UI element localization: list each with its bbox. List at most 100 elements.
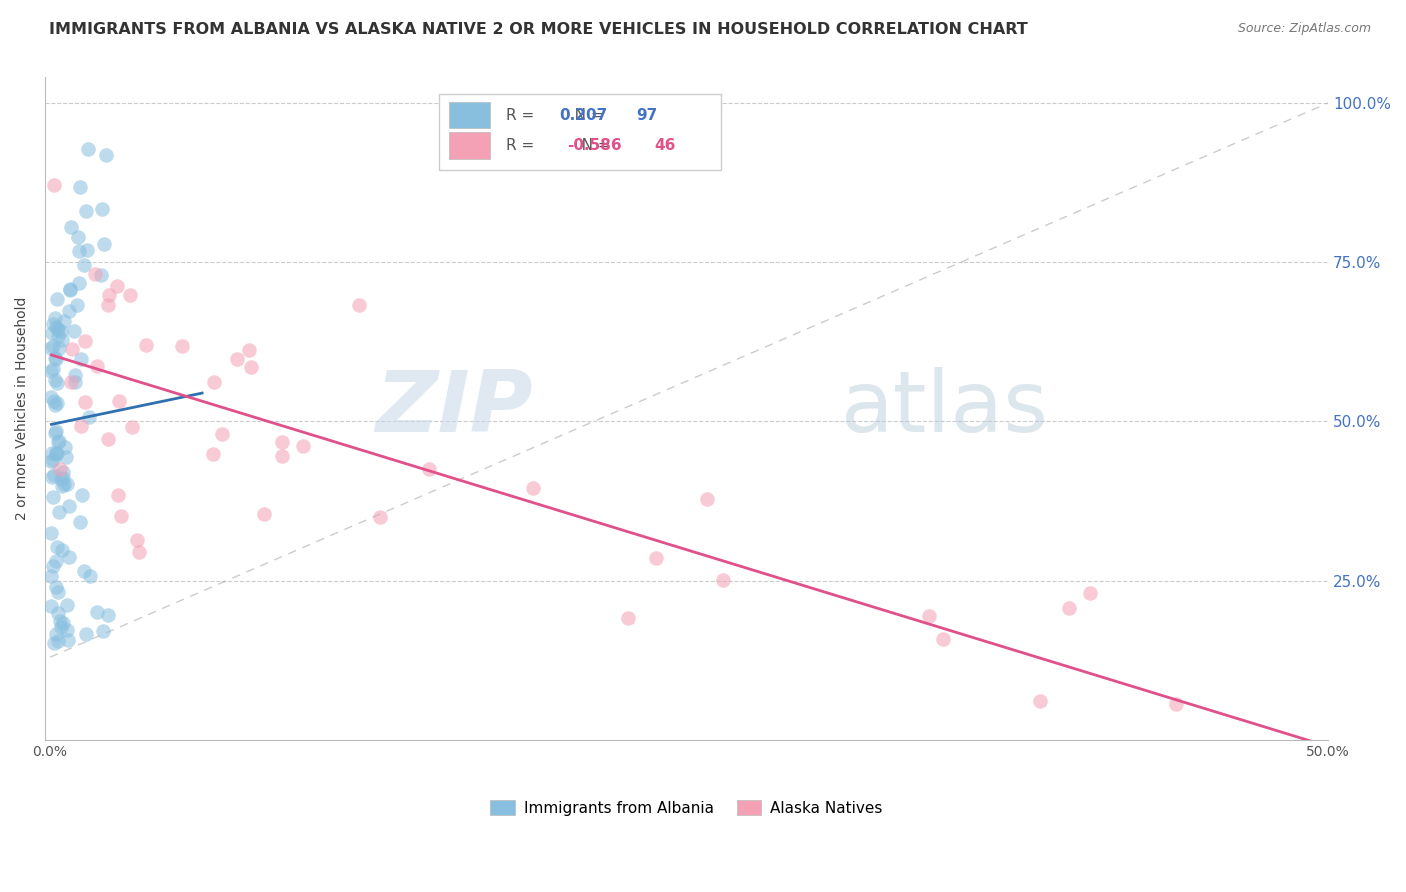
Point <box>63 368 86 383</box>
Point <box>42 559 65 574</box>
Text: N =: N = <box>560 108 607 123</box>
Point <box>98 288 121 302</box>
Point <box>46 396 69 410</box>
Point <box>45 352 67 367</box>
Point <box>121 420 143 434</box>
Point <box>76 243 98 257</box>
Point <box>918 609 941 624</box>
Point <box>48 505 70 519</box>
Point <box>44 351 66 365</box>
Point <box>70 419 93 434</box>
Point <box>97 432 120 446</box>
Point <box>73 395 96 409</box>
Point <box>42 339 65 353</box>
Point <box>60 220 83 235</box>
Point <box>48 434 70 449</box>
Point <box>1029 694 1052 708</box>
Point <box>69 180 91 194</box>
Point <box>211 426 233 441</box>
Point <box>270 434 292 449</box>
Point <box>56 598 79 612</box>
Point <box>41 446 63 460</box>
Point <box>45 376 67 391</box>
Point <box>76 142 98 156</box>
FancyBboxPatch shape <box>449 132 491 159</box>
Y-axis label: 2 or more Vehicles in Household: 2 or more Vehicles in Household <box>15 297 30 520</box>
Point <box>56 623 79 637</box>
Point <box>51 472 73 486</box>
Point <box>118 288 141 302</box>
Point <box>46 435 69 450</box>
Point <box>271 449 294 463</box>
Point <box>44 373 66 387</box>
Point <box>1078 586 1101 600</box>
Point <box>42 453 65 467</box>
Point <box>69 515 91 529</box>
Point <box>73 258 96 272</box>
Point <box>644 551 666 566</box>
Point <box>69 276 91 290</box>
Point <box>522 481 544 495</box>
Point <box>91 202 114 216</box>
Point <box>46 606 69 620</box>
Text: Source: ZipAtlas.com: Source: ZipAtlas.com <box>1237 22 1371 36</box>
Point <box>77 409 100 424</box>
Point <box>45 447 67 461</box>
Point <box>39 363 62 377</box>
Point <box>347 298 370 312</box>
Point <box>58 632 80 647</box>
Point <box>60 342 83 356</box>
Text: R =: R = <box>506 108 544 123</box>
Point <box>94 148 117 162</box>
Point <box>58 283 80 297</box>
Point <box>44 425 66 439</box>
Point <box>45 446 67 460</box>
Point <box>97 607 120 622</box>
Point <box>45 554 67 568</box>
Point <box>55 450 77 464</box>
Point <box>42 636 65 650</box>
Point <box>55 476 77 491</box>
Point <box>63 375 86 389</box>
Text: N =: N = <box>567 138 616 153</box>
Point <box>49 324 72 338</box>
Point <box>59 282 82 296</box>
Text: IMMIGRANTS FROM ALBANIA VS ALASKA NATIVE 2 OR MORE VEHICLES IN HOUSEHOLD CORRELA: IMMIGRANTS FROM ALBANIA VS ALASKA NATIVE… <box>49 22 1028 37</box>
Point <box>69 352 91 367</box>
Point <box>41 469 63 483</box>
Point <box>39 569 62 583</box>
Point <box>48 341 70 355</box>
Point <box>93 236 115 251</box>
Text: -0.586: -0.586 <box>567 138 621 153</box>
Text: ZIP: ZIP <box>375 368 533 450</box>
Point <box>90 268 112 282</box>
Point <box>39 390 62 404</box>
Point <box>46 584 69 599</box>
Point <box>49 620 72 634</box>
Point <box>238 343 260 358</box>
Point <box>63 324 86 338</box>
Point <box>39 341 62 355</box>
Point <box>51 333 73 347</box>
Point <box>91 624 114 639</box>
Point <box>292 439 315 453</box>
Point <box>108 393 131 408</box>
FancyBboxPatch shape <box>439 94 721 170</box>
Point <box>83 267 105 281</box>
Point <box>46 633 69 648</box>
Point <box>44 398 66 412</box>
Point <box>41 326 63 340</box>
Point <box>79 568 101 582</box>
Point <box>45 541 67 555</box>
Point <box>51 479 73 493</box>
Point <box>52 471 75 485</box>
Point <box>52 476 75 491</box>
Point <box>41 362 63 376</box>
Point <box>128 545 150 559</box>
Point <box>1166 697 1188 711</box>
Point <box>226 352 249 367</box>
Point <box>66 298 89 312</box>
Point <box>45 580 67 594</box>
Point <box>696 492 718 507</box>
Point <box>59 376 82 390</box>
